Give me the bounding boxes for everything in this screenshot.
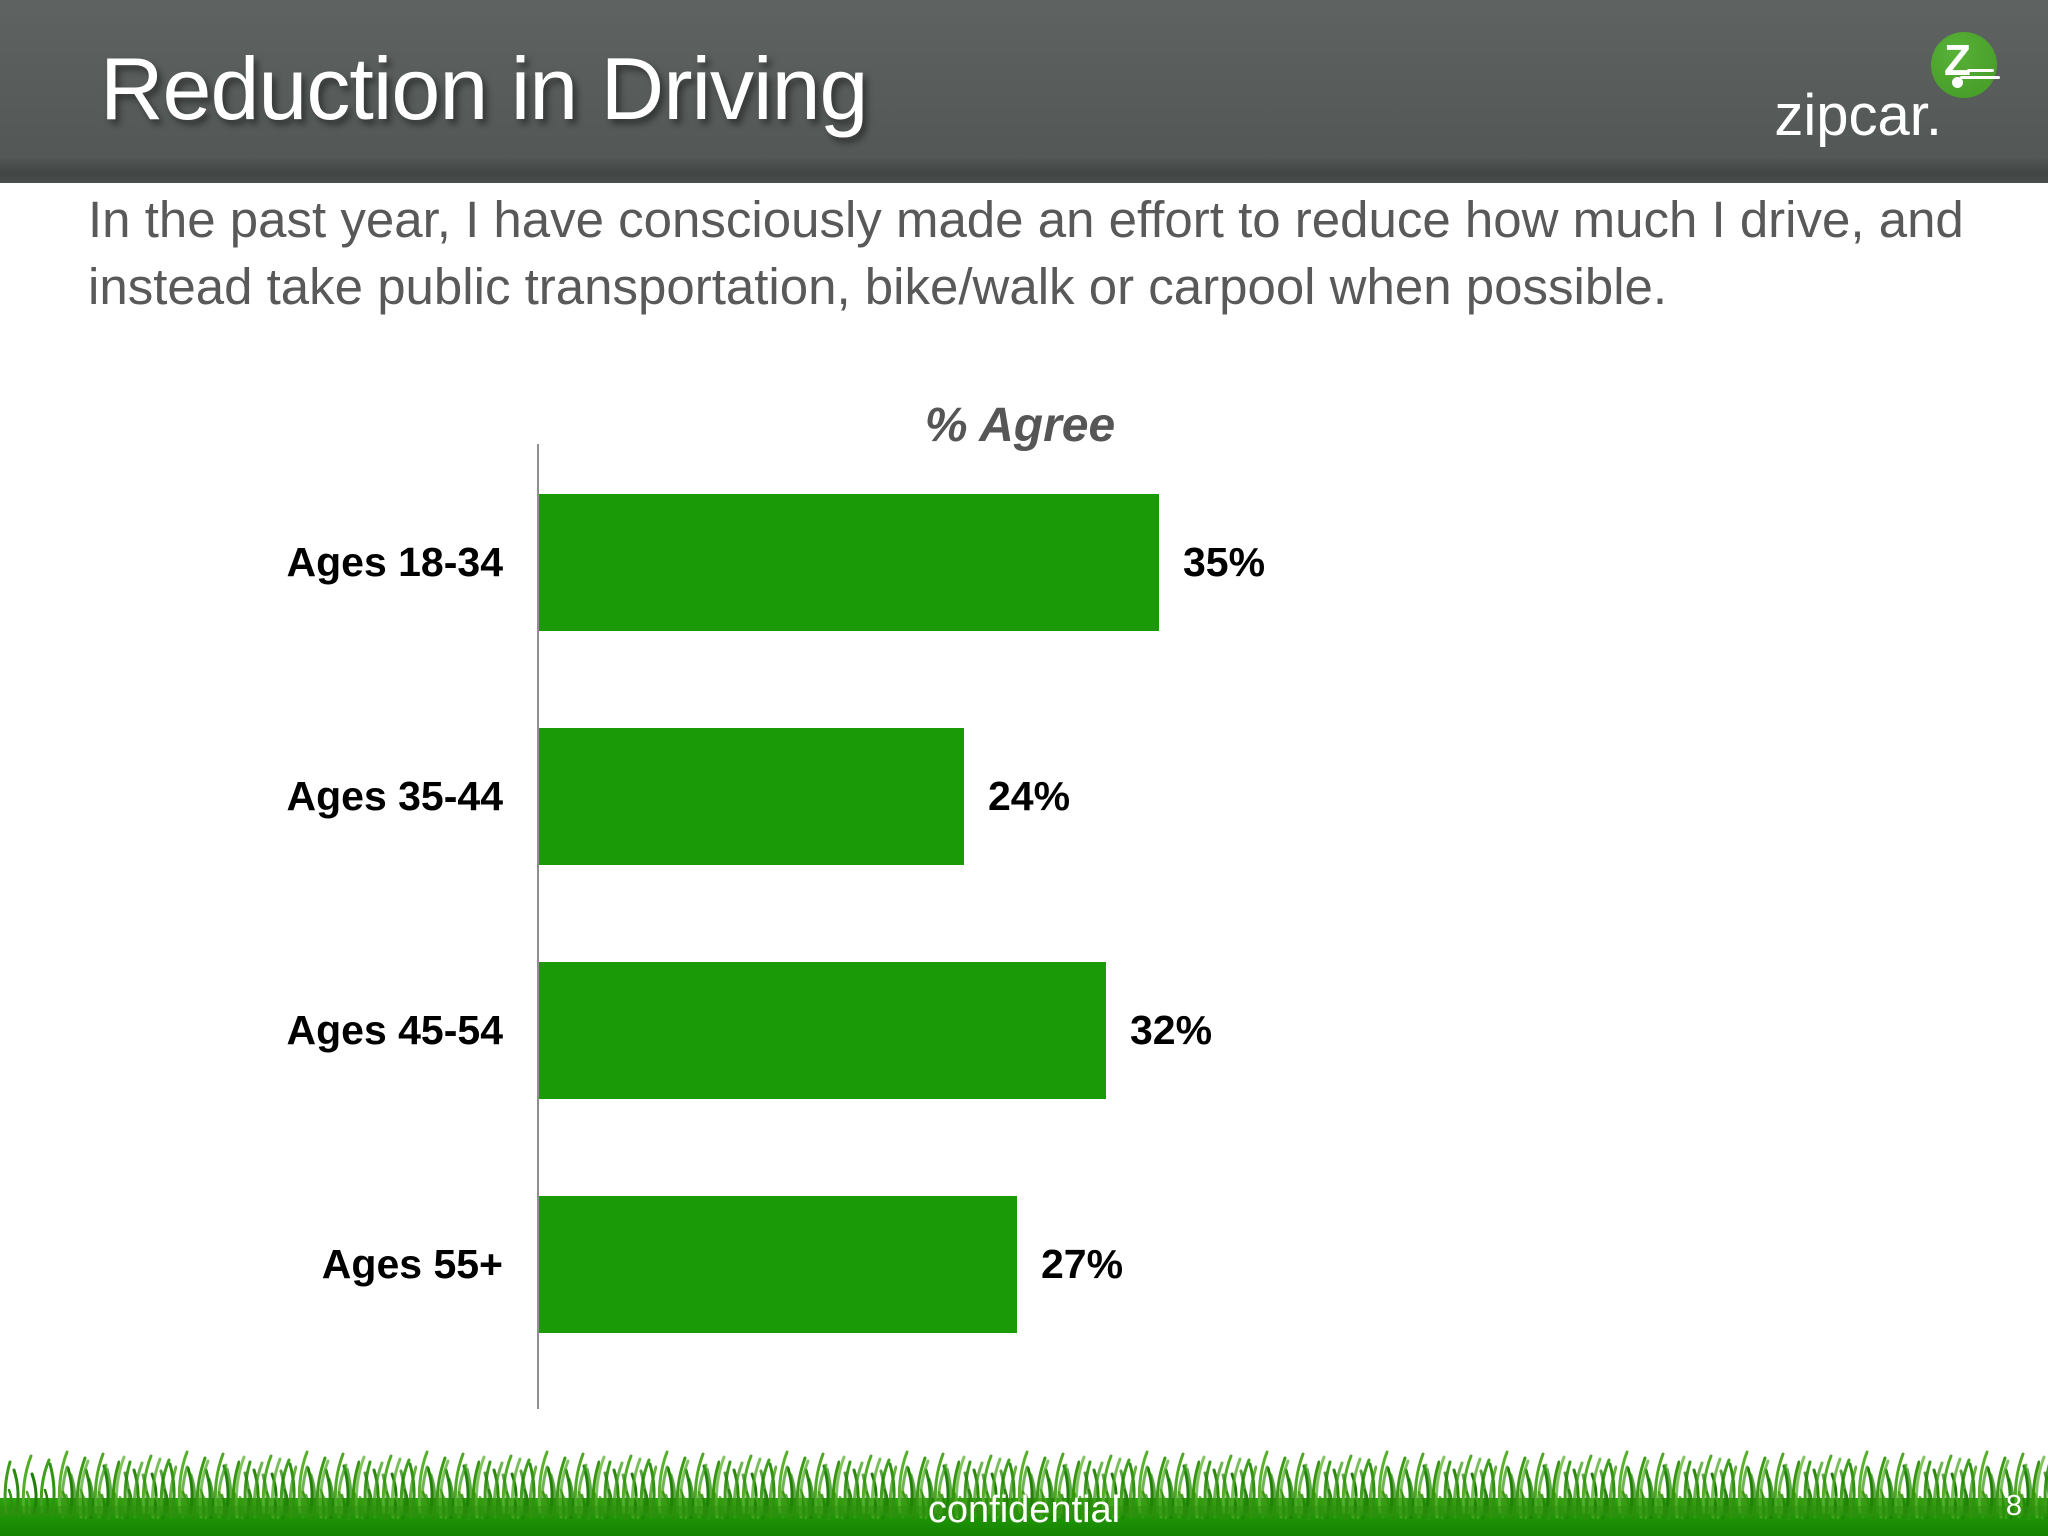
zipcar-z-badge-icon: Z: [1931, 32, 2000, 98]
category-label: Ages 35-44: [286, 773, 503, 819]
chart-title: % Agree: [924, 399, 1116, 452]
grass-footer-image: [0, 1440, 2048, 1536]
speed-line-icon: [1960, 76, 2000, 79]
title-bar: Reduction in Driving zipcar. Z: [0, 0, 2048, 183]
value-label: 35%: [1183, 539, 1266, 585]
category-label: Ages 18-34: [286, 539, 503, 585]
zipcar-z-monogram: Z: [1944, 36, 1971, 85]
question-text: In the past year, I have consciously mad…: [88, 191, 1964, 316]
bar-row: Ages 55+ 27%: [0, 1196, 2048, 1333]
y-axis-line: [537, 444, 539, 1409]
bar: [539, 494, 1159, 631]
wheel-dot-icon: [1952, 77, 1963, 88]
bar-row: Ages 45-54 32%: [0, 962, 2048, 1099]
slide-title: Reduction in Driving: [100, 39, 868, 138]
category-label: Ages 55+: [321, 1241, 503, 1287]
bar-row: Ages 18-34 35%: [0, 494, 2048, 631]
bar: [539, 962, 1106, 1099]
page-number: 8: [2005, 1490, 2022, 1522]
value-label: 24%: [988, 773, 1071, 819]
speed-line-icon: [1967, 69, 1994, 72]
value-label: 32%: [1130, 1007, 1213, 1053]
category-label: Ages 45-54: [286, 1007, 503, 1053]
value-label: 27%: [1041, 1241, 1124, 1287]
confidential-label: confidential: [927, 1489, 1121, 1531]
zipcar-wordmark: zipcar.: [1774, 83, 1942, 148]
bar: [539, 1196, 1017, 1333]
bar-row: Ages 35-44 24%: [0, 728, 2048, 865]
bar: [539, 728, 964, 865]
